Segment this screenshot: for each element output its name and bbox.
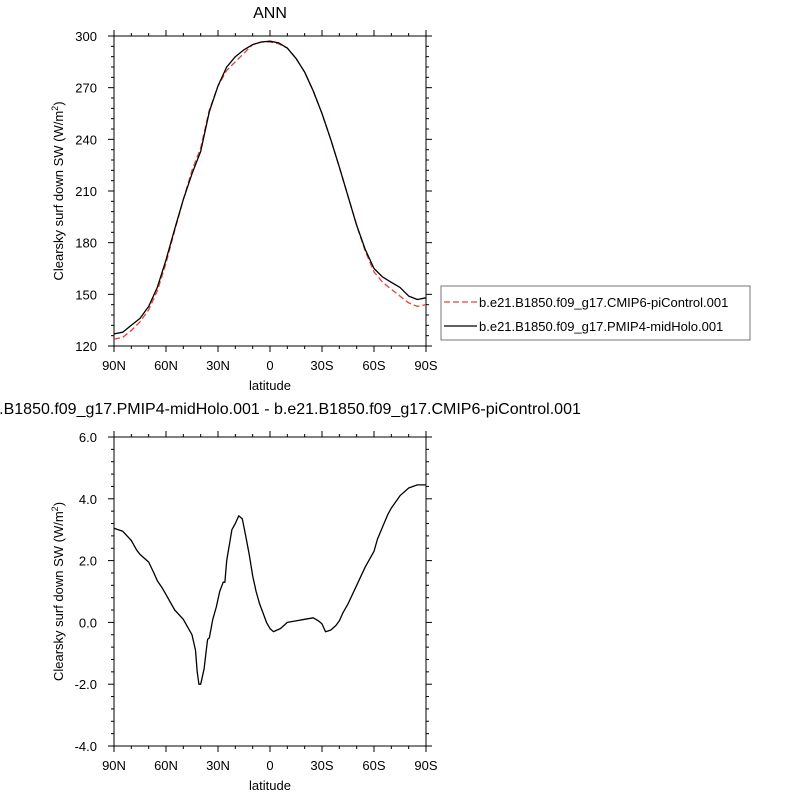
x-tick-label: 60S bbox=[362, 358, 385, 373]
y-tick-label: 300 bbox=[75, 29, 97, 44]
x-tick-label: 30N bbox=[206, 358, 230, 373]
x-tick-label: 90N bbox=[102, 358, 126, 373]
y-tick-label: 210 bbox=[75, 184, 97, 199]
legend-label: b.e21.B1850.f09_g17.PMIP4-midHolo.001 bbox=[479, 319, 723, 334]
series-line-1 bbox=[113, 484, 426, 685]
y-tick-label: 180 bbox=[75, 236, 97, 251]
x-tick-label: 30S bbox=[310, 758, 333, 773]
y-tick-label: 240 bbox=[75, 132, 97, 147]
y-tick-label: 6.0 bbox=[79, 430, 97, 445]
y-tick-label: -4.0 bbox=[75, 739, 97, 754]
x-axis-title: latitude bbox=[249, 378, 291, 393]
x-tick-label: 30S bbox=[310, 358, 333, 373]
x-tick-label: 60S bbox=[362, 758, 385, 773]
x-tick-label: 0 bbox=[266, 758, 273, 773]
x-tick-label: 90N bbox=[102, 758, 126, 773]
y-axis-title: Clearsky surf down SW (W/m2) bbox=[50, 502, 66, 681]
y-tick-label: 2.0 bbox=[79, 554, 97, 569]
series-line-2 bbox=[113, 40, 427, 335]
plot-panel-1: ANN 120 150 180 210 240 270 300 90N 60N 30N 0 30S 60S… bbox=[50, 5, 438, 393]
x-tick-label: 60N bbox=[154, 358, 178, 373]
plot-frame bbox=[113, 35, 427, 347]
y-tick-label: 4.0 bbox=[79, 492, 97, 507]
y-tick-label: 150 bbox=[75, 287, 97, 302]
series-line-1 bbox=[113, 41, 427, 340]
y-tick-label: 270 bbox=[75, 81, 97, 96]
x-tick-label: 90S bbox=[414, 358, 437, 373]
y-tick-label: 0.0 bbox=[79, 615, 97, 630]
y-tick-label: -2.0 bbox=[75, 677, 97, 692]
plot-title: ANN bbox=[253, 5, 287, 22]
y-axis-title: Clearsky surf down SW (W/m2) bbox=[50, 101, 66, 280]
plot-title: b.e21.B1850.f09_g17.PMIP4-midHolo.001 - … bbox=[0, 401, 581, 418]
plot-frame bbox=[113, 436, 427, 747]
plot-panel-2: b.e21.B1850.f09_g17.PMIP4-midHolo.001 - … bbox=[0, 401, 581, 793]
x-tick-label: 30N bbox=[206, 758, 230, 773]
x-axis-title: latitude bbox=[249, 778, 291, 793]
x-tick-label: 60N bbox=[154, 758, 178, 773]
x-tick-label: 0 bbox=[266, 358, 273, 373]
x-tick-label: 90S bbox=[414, 758, 437, 773]
legend-label: b.e21.B1850.f09_g17.CMIP6-piControl.001 bbox=[479, 295, 728, 310]
y-tick-label: 120 bbox=[75, 339, 97, 354]
legend: b.e21.B1850.f09_g17.CMIP6-piControl.001b… bbox=[440, 285, 751, 341]
legend-box bbox=[440, 285, 751, 341]
